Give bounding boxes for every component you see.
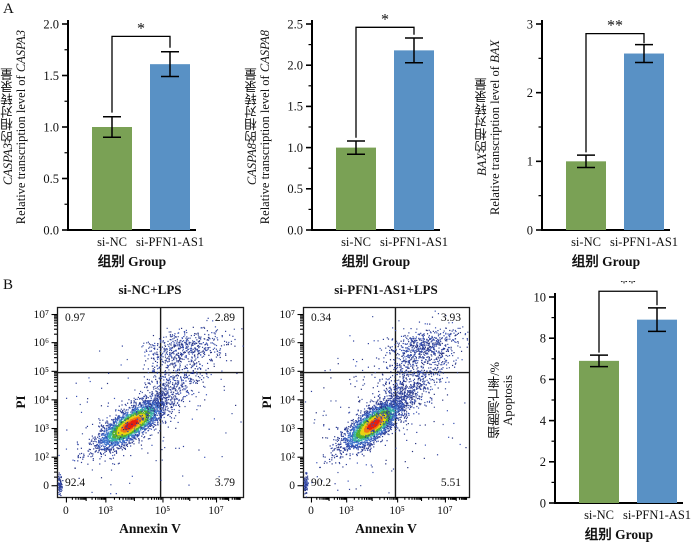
- bar-chart-svg: 0 2 4 6 8 10 ** si-NC si-PFN1-AS1 组别 Group: [534, 281, 692, 542]
- y-axis-title: CASPA8的相对转录量 Relative transcription leve…: [245, 8, 272, 246]
- svg-text:0.0: 0.0: [43, 223, 59, 237]
- svg-text:si-PFN1-AS1: si-PFN1-AS1: [610, 235, 678, 249]
- bar-chart-caspa8: CASPA8的相对转录量 Relative transcription leve…: [245, 8, 454, 276]
- svg-text:si-PFN1-AS1: si-PFN1-AS1: [380, 235, 448, 249]
- y-axis-title-en: Apoptosis: [501, 374, 515, 426]
- y-axis-label: PI: [259, 395, 274, 409]
- svg-text:*: *: [381, 11, 389, 28]
- y-axis-label: PI: [13, 395, 28, 409]
- svg-text:si-NC: si-NC: [571, 235, 601, 249]
- panel-a-label: A: [3, 1, 14, 17]
- quadrant-percent-lower-right: 3.79: [214, 477, 235, 489]
- flow-density-canvas: [253, 281, 515, 549]
- bar-chart-apoptosis: 细胞凋亡率/% Apoptosis 0 2 4 6 8 10 ** si-NC si-PFN1-…: [488, 281, 697, 549]
- y-axis-title-en: Relative transcription level of CASPA8: [258, 29, 272, 225]
- flow-density-canvas: [7, 281, 269, 549]
- bar-chart-caspa3: CASPA3的相对转录量 Relative transcription leve…: [1, 8, 210, 276]
- quadrant-percent-upper-left: 0.34: [311, 312, 332, 324]
- svg-text:**: **: [620, 281, 636, 292]
- bar-chart-svg: 0 1 2 3 ** si-NC si-PFN1-AS1 组别 Group: [527, 17, 678, 269]
- svg-text:**: **: [607, 18, 623, 35]
- svg-text:10: 10: [534, 290, 547, 304]
- svg-text:si-PFN1-AS1: si-PFN1-AS1: [136, 235, 204, 249]
- bar-chart-bax: BAX的相对转录量 Relative transcription level o…: [475, 8, 684, 276]
- svg-text:si-NC: si-NC: [97, 235, 127, 249]
- flow-plot-title: si-PFN1-AS1+LPS: [334, 282, 438, 297]
- flow-plot-title: si-NC+LPS: [118, 282, 182, 297]
- svg-text:2.0: 2.0: [287, 59, 303, 73]
- svg-text:1.5: 1.5: [43, 69, 59, 83]
- svg-text:2: 2: [527, 86, 533, 100]
- svg-text:8: 8: [540, 332, 546, 346]
- quadrant-percent-upper-right: 3.93: [440, 312, 461, 324]
- svg-text:3: 3: [527, 17, 533, 31]
- y-axis-title: CASPA3的相对转录量 Relative transcription leve…: [1, 8, 28, 246]
- svg-text:组别 Group: 组别 Group: [585, 526, 653, 542]
- y-axis-title-en: Relative transcription level of CASPA3: [14, 29, 28, 225]
- svg-text:1.5: 1.5: [287, 100, 303, 114]
- svg-text:0: 0: [527, 223, 533, 237]
- quadrant-percent-upper-right: 2.89: [214, 312, 235, 324]
- x-axis-label: Annexin V: [355, 521, 417, 536]
- svg-text:6: 6: [540, 373, 546, 387]
- quadrant-percent-lower-right: 5.51: [440, 477, 461, 489]
- svg-text:2.5: 2.5: [287, 17, 303, 31]
- svg-text:组别 Group: 组别 Group: [342, 253, 410, 269]
- y-axis-title-en: Relative transcription level of BAX: [488, 39, 502, 215]
- quadrant-percent-lower-left: 90.2: [311, 477, 332, 489]
- svg-text:1.0: 1.0: [287, 141, 303, 155]
- flow-plot-si-pfn1-as1: si-PFN1-AS1+LPS PI Annexin V 0.34 3.93 9…: [253, 281, 515, 549]
- svg-text:si-PFN1-AS1: si-PFN1-AS1: [623, 508, 691, 522]
- bar-chart-svg: 0.0 0.5 1.0 1.5 2.0 2.5 * si-NC si-PFN1-AS1 组别 Gr…: [287, 11, 448, 269]
- svg-text:2.0: 2.0: [43, 17, 59, 31]
- svg-text:1.0: 1.0: [43, 120, 59, 134]
- svg-text:组别 Group: 组别 Group: [98, 253, 166, 269]
- svg-text:0: 0: [540, 496, 546, 510]
- svg-text:1: 1: [527, 155, 533, 169]
- svg-text:0.5: 0.5: [287, 182, 303, 196]
- svg-text:si-NC: si-NC: [584, 508, 614, 522]
- bar-chart-svg: 0.0 0.5 1.0 1.5 2.0 * si-NC si-PFN1-AS1 组别 Group: [43, 17, 204, 269]
- svg-text:0.0: 0.0: [287, 223, 303, 237]
- svg-text:2: 2: [540, 455, 546, 469]
- svg-text:si-NC: si-NC: [341, 235, 371, 249]
- quadrant-percent-upper-left: 0.97: [65, 312, 86, 324]
- y-axis-title: BAX的相对转录量 Relative transcription level o…: [475, 8, 502, 246]
- quadrant-percent-lower-left: 92.4: [65, 477, 86, 489]
- svg-text:0.5: 0.5: [43, 172, 59, 186]
- svg-text:*: *: [137, 20, 145, 37]
- y-axis-title: 细胞凋亡率/% Apoptosis: [488, 281, 515, 519]
- svg-text:4: 4: [540, 414, 547, 428]
- svg-text:组别 Group: 组别 Group: [572, 253, 640, 269]
- x-axis-label: Annexin V: [119, 521, 181, 536]
- flow-plot-si-nc: si-NC+LPS PI Annexin V 0.97 2.89 92.4 3.…: [7, 281, 269, 549]
